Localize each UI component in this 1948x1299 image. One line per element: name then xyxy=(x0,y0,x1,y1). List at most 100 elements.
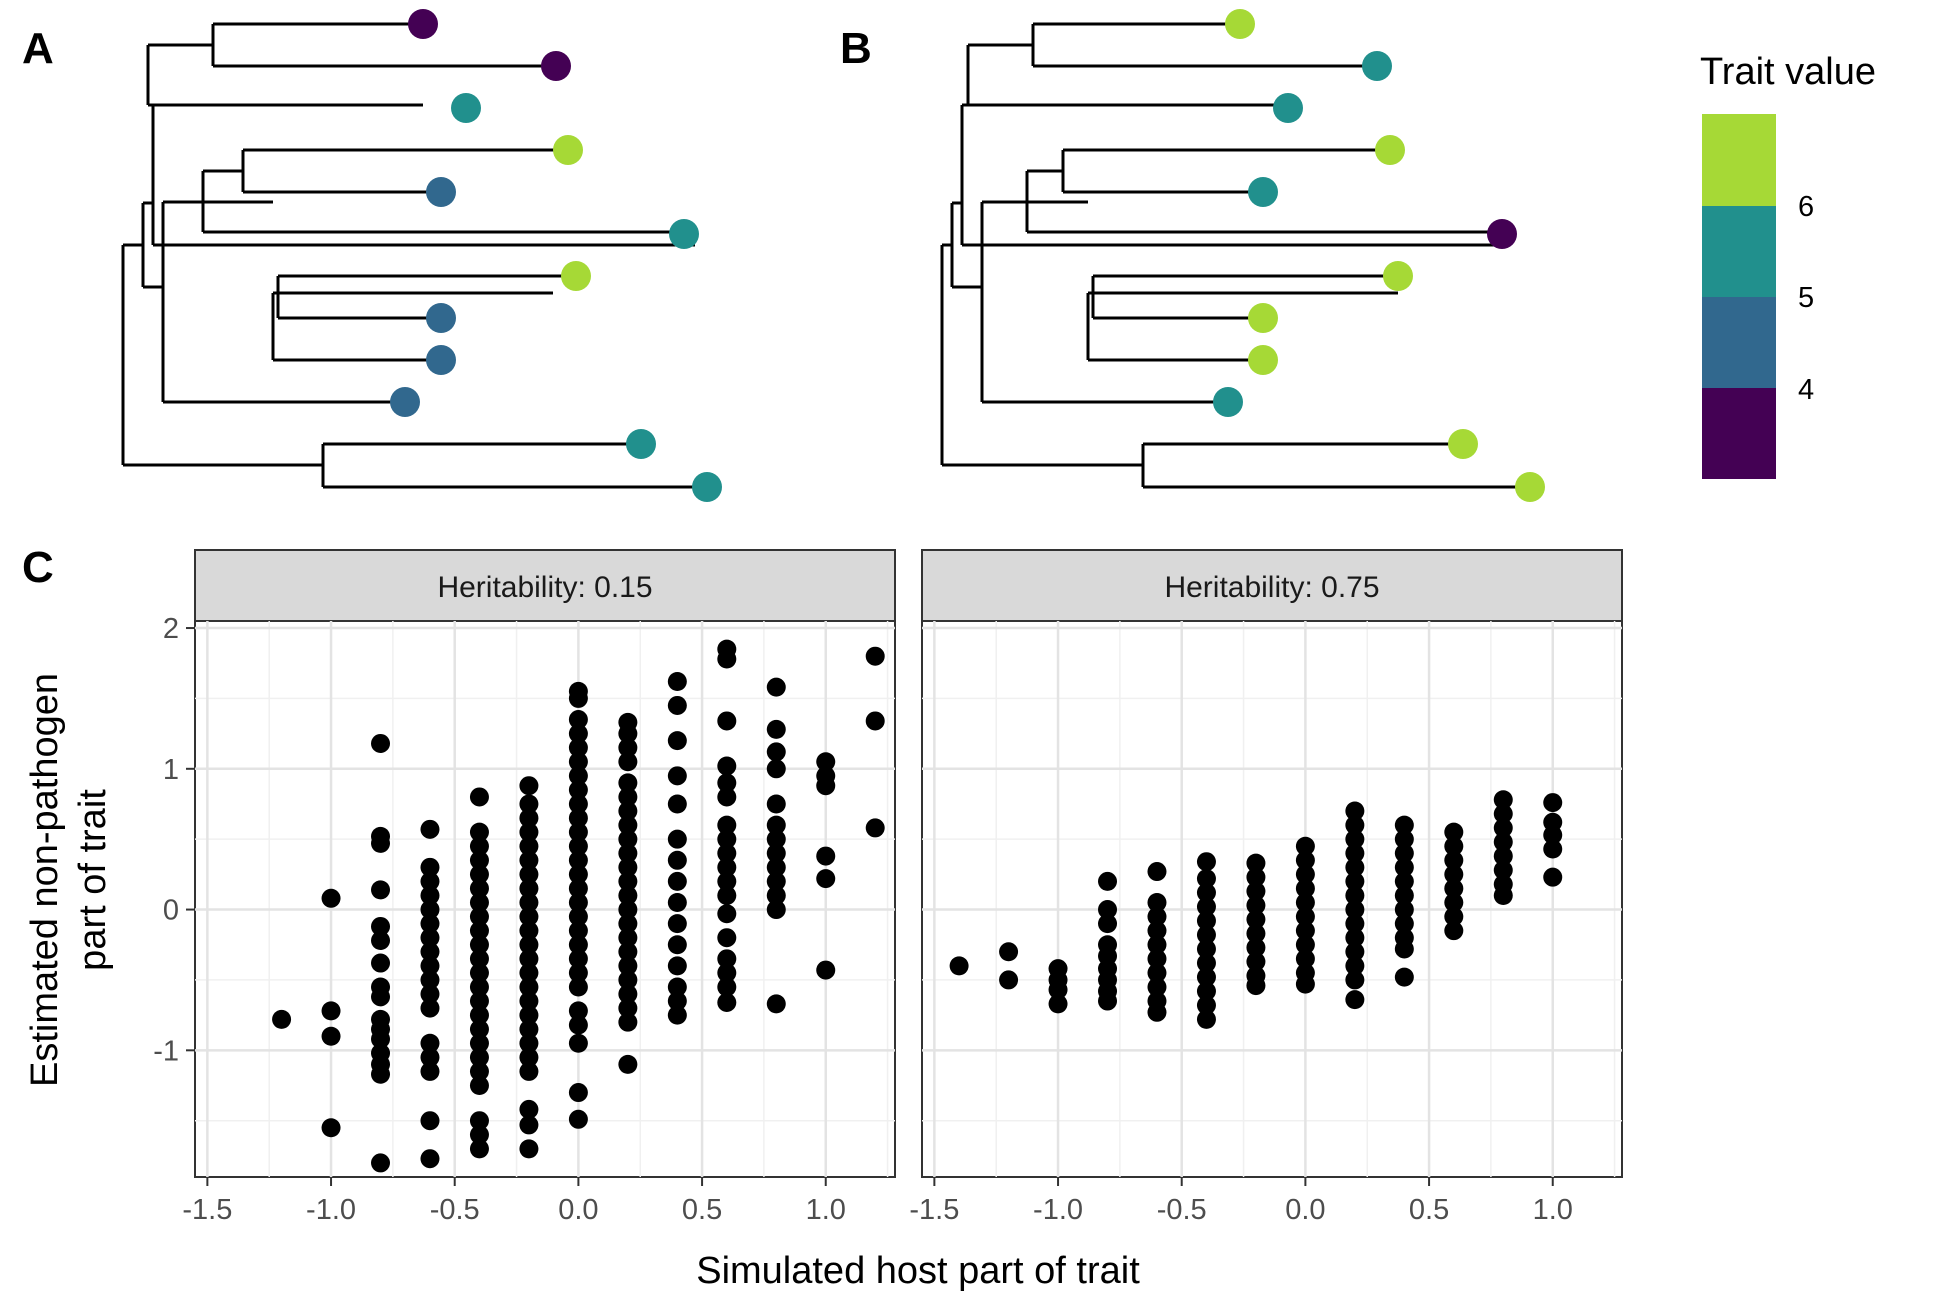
data-point xyxy=(469,893,489,913)
data-point xyxy=(519,1019,539,1039)
data-point xyxy=(519,1139,539,1159)
data-point xyxy=(469,1019,489,1039)
data-point xyxy=(1196,883,1216,903)
tips-tree-b xyxy=(1213,9,1545,502)
data-point xyxy=(717,773,737,793)
data-point xyxy=(1246,909,1266,929)
data-point xyxy=(1394,871,1414,891)
data-point xyxy=(766,742,786,762)
data-point xyxy=(420,900,440,920)
data-point xyxy=(766,759,786,779)
tree-b-tip-4 xyxy=(1375,135,1405,165)
facet-heritability-high: Heritability: 0.75 xyxy=(921,549,1623,1178)
data-point xyxy=(1444,850,1464,870)
data-point xyxy=(1444,878,1464,898)
panel-label-a: A xyxy=(22,24,54,73)
data-point xyxy=(1147,893,1167,913)
data-point xyxy=(1394,815,1414,835)
data-point xyxy=(519,963,539,983)
data-point xyxy=(469,1033,489,1053)
data-point xyxy=(469,836,489,856)
data-point xyxy=(519,1061,539,1081)
data-point xyxy=(667,893,687,913)
legend-swatch-low xyxy=(1702,388,1776,479)
data-point xyxy=(519,921,539,941)
data-point xyxy=(420,885,440,905)
data-point xyxy=(420,998,440,1018)
facet-strip-low xyxy=(194,549,896,622)
data-point xyxy=(1345,829,1365,849)
plot-area-high xyxy=(921,620,1623,1178)
y-axis: 2 1 0 -1 xyxy=(153,613,195,1067)
data-point xyxy=(371,953,391,973)
data-point xyxy=(1147,862,1167,882)
data-point xyxy=(667,850,687,870)
data-point xyxy=(1394,939,1414,959)
data-point xyxy=(469,850,489,870)
data-point xyxy=(469,977,489,997)
data-point xyxy=(371,916,391,936)
data-point xyxy=(1345,942,1365,962)
data-point xyxy=(568,1015,588,1035)
data-point xyxy=(1345,928,1365,948)
tree-a-tip-11 xyxy=(626,429,656,459)
x-axis-title: Simulated host part of trait xyxy=(696,1250,1140,1292)
data-point xyxy=(1394,914,1414,934)
data-point xyxy=(519,935,539,955)
data-point xyxy=(667,871,687,891)
data-point xyxy=(568,738,588,758)
data-point xyxy=(371,987,391,1007)
data-point xyxy=(618,942,638,962)
data-point xyxy=(1394,857,1414,877)
data-point xyxy=(1098,914,1118,934)
x-tick-label-low: 0.5 xyxy=(682,1194,722,1226)
tree-b-tip-12 xyxy=(1515,472,1545,502)
data-point xyxy=(667,1005,687,1025)
data-point xyxy=(469,864,489,884)
legend-swatch-mid-low xyxy=(1702,297,1776,388)
data-point xyxy=(469,787,489,807)
data-point xyxy=(1543,839,1563,859)
data-point xyxy=(1098,900,1118,920)
data-point xyxy=(618,787,638,807)
tree-b-tip-1 xyxy=(1225,9,1255,39)
data-point xyxy=(1345,900,1365,920)
data-point xyxy=(1196,869,1216,889)
data-point xyxy=(1295,907,1315,927)
data-point xyxy=(1345,885,1365,905)
data-point xyxy=(420,928,440,948)
data-point xyxy=(1295,864,1315,884)
tree-b-tip-10 xyxy=(1213,387,1243,417)
data-point xyxy=(717,711,737,731)
data-point xyxy=(766,857,786,877)
tree-b-tip-6 xyxy=(1487,219,1517,249)
data-point xyxy=(1345,990,1365,1010)
data-point xyxy=(618,724,638,744)
data-point xyxy=(1543,867,1563,887)
data-point xyxy=(1394,900,1414,920)
data-point xyxy=(999,942,1019,962)
data-point xyxy=(865,818,885,838)
data-point xyxy=(1147,1002,1167,1022)
data-point xyxy=(1444,907,1464,927)
x-axis-high: -1.5 -1.0 -0.5 0.0 0.5 1.0 xyxy=(909,1177,1573,1226)
data-point xyxy=(1394,885,1414,905)
data-point xyxy=(816,869,836,889)
data-point xyxy=(568,688,588,708)
x-tick-label-high: -1.5 xyxy=(909,1194,959,1226)
tree-a-tip-5 xyxy=(426,177,456,207)
scatter-panel-c: Heritability: 0.15 Heritability: 0.75 2 1… xyxy=(24,549,1623,1292)
data-point xyxy=(469,1125,489,1145)
data-point xyxy=(618,885,638,905)
tree-a-tip-3 xyxy=(451,93,481,123)
tree-b-tip-2 xyxy=(1362,51,1392,81)
panel-label-c: C xyxy=(22,543,54,592)
tree-a-branches xyxy=(121,22,707,489)
data-point xyxy=(1295,893,1315,913)
data-point xyxy=(766,794,786,814)
data-point xyxy=(371,931,391,951)
data-point xyxy=(1196,995,1216,1015)
data-point xyxy=(1493,804,1513,824)
data-point xyxy=(1048,980,1068,1000)
data-point xyxy=(1394,829,1414,849)
